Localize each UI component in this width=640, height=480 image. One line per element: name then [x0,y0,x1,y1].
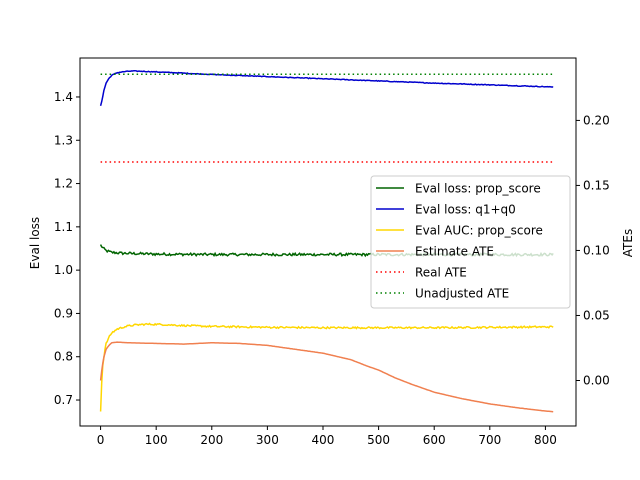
y-left-tick-label: 1.2 [54,177,73,191]
legend-label: Eval loss: q1+q0 [415,203,516,217]
y-right-tick-label: 0.00 [583,373,610,387]
x-tick-label: 100 [145,433,168,447]
legend-label: Eval loss: prop_score [415,182,541,196]
legend: Eval loss: prop_score Eval loss: q1+q0 Eva… [370,175,571,309]
y-left-tick-label: 0.9 [54,306,73,320]
y-right-tick-label: 0.15 [583,178,610,192]
y-left-tick-label: 0.7 [54,393,73,407]
legend-label: Eval AUC: prop_score [415,224,543,238]
legend-label: Unadjusted ATE [415,287,509,301]
plot-area [79,57,577,427]
y-right-tick-label: 0.20 [583,113,610,127]
y-left-tick-label: 1.4 [54,90,73,104]
axes-frame [79,57,577,427]
y-left-tick-label: 0.8 [54,350,73,364]
y-axis-label-right: ATEs [621,229,635,257]
y-left-tick-label: 1.1 [54,220,73,234]
x-tick-label: 200 [200,433,223,447]
x-tick-label: 500 [367,433,390,447]
y-left-tick-label: 1.0 [54,263,73,277]
series-line-3 [99,341,554,413]
series-line-1 [99,69,554,106]
x-tick-label: 400 [312,433,335,447]
y-left-tick-label: 1.3 [54,133,73,147]
ticks-layer: 0 100 200 300 400 500 600 700 800 0.7 0.8 0.9 1.0 1.1… [54,90,610,447]
y-right-tick-label: 0.10 [583,243,610,257]
legend-label: Real ATE [415,266,467,280]
x-tick-label: 600 [423,433,446,447]
x-tick-label: 0 [97,433,105,447]
x-tick-label: 800 [534,433,557,447]
y-axis-label-left: Eval loss [28,217,42,269]
y-right-tick-label: 0.05 [583,308,610,322]
legend-label: Estimate ATE [415,245,494,259]
series-line-2 [99,322,554,412]
x-tick-label: 300 [256,433,279,447]
x-tick-label: 700 [478,433,501,447]
legend-box [370,175,571,309]
